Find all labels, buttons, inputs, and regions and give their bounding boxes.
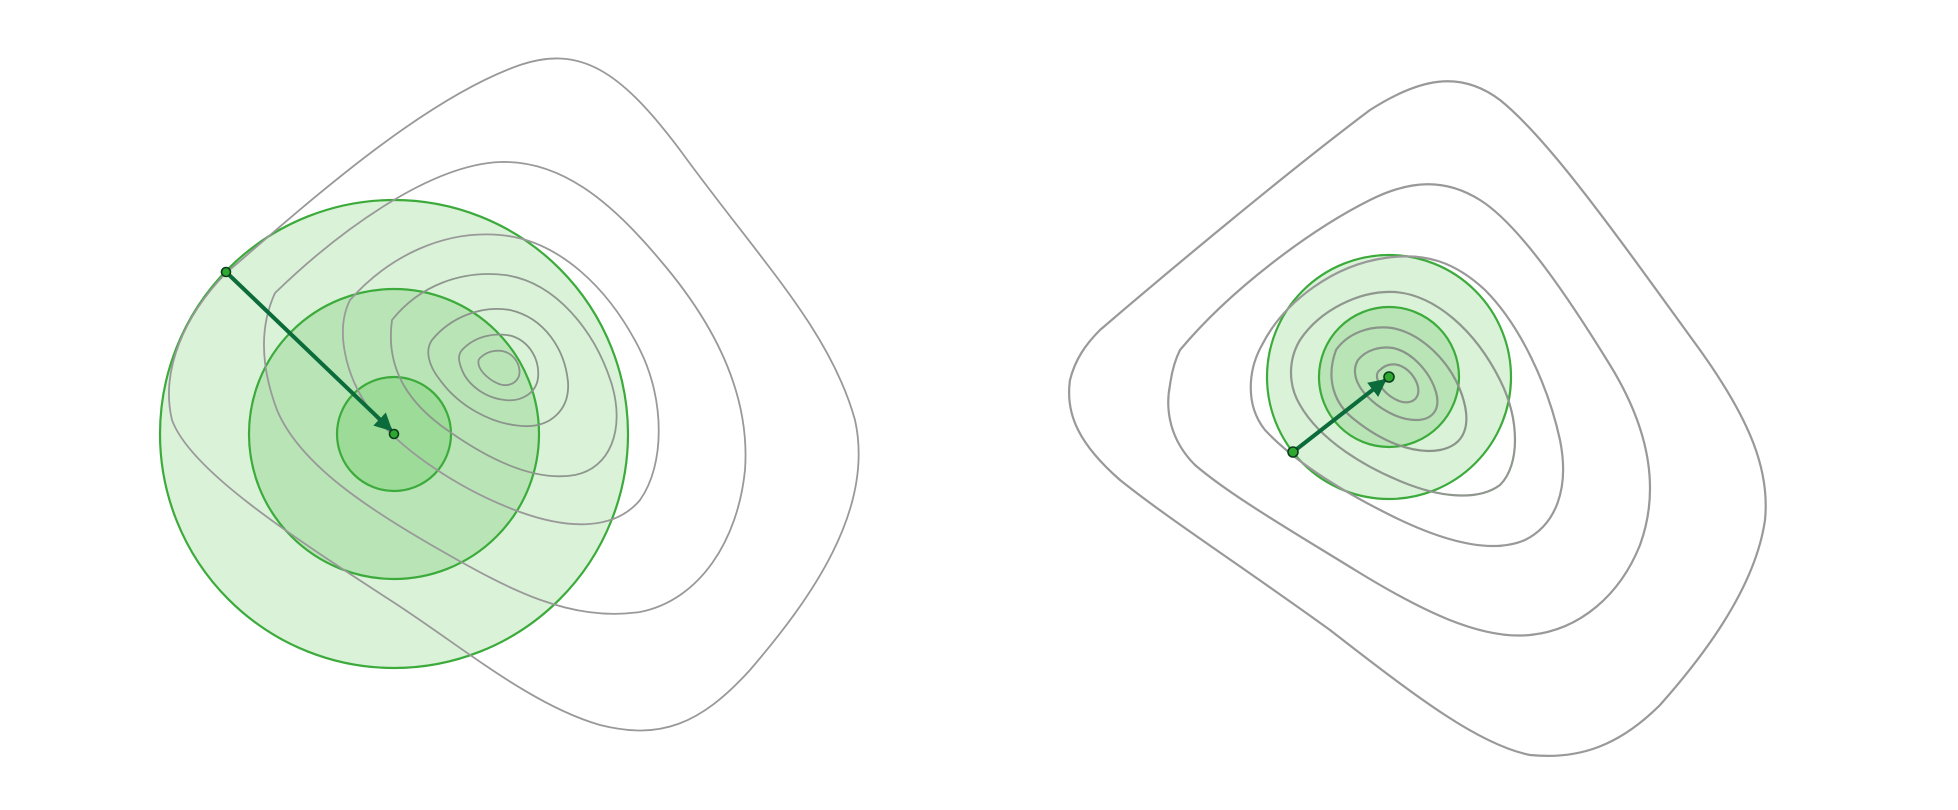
left-start-point bbox=[220, 266, 232, 278]
right-contour-level-5 bbox=[1330, 326, 1468, 453]
right-contour-level-1 bbox=[1068, 80, 1767, 757]
left-contour-level-2 bbox=[263, 161, 747, 615]
left-contour-level-6 bbox=[458, 333, 540, 402]
left-contour-level-4 bbox=[390, 273, 618, 478]
right-contours bbox=[1068, 80, 1767, 757]
right-contour-level-4 bbox=[1290, 290, 1516, 497]
right-start-point bbox=[1287, 446, 1299, 458]
right-panel bbox=[1068, 80, 1767, 757]
left-contour-level-1 bbox=[168, 57, 860, 732]
left-end-point bbox=[388, 428, 400, 440]
right-end-point bbox=[1383, 371, 1395, 383]
right-step bbox=[1287, 371, 1395, 458]
left-step bbox=[220, 266, 400, 440]
right-contour-level-6 bbox=[1353, 346, 1439, 422]
right-step-arrow bbox=[1291, 378, 1387, 454]
left-contour-level-5 bbox=[427, 308, 569, 427]
left-contours bbox=[168, 57, 860, 732]
right-contour-level-2 bbox=[1167, 183, 1652, 637]
left-panel bbox=[158, 57, 860, 732]
left-step-arrow bbox=[224, 270, 393, 432]
left-contour-level-7 bbox=[477, 349, 521, 387]
